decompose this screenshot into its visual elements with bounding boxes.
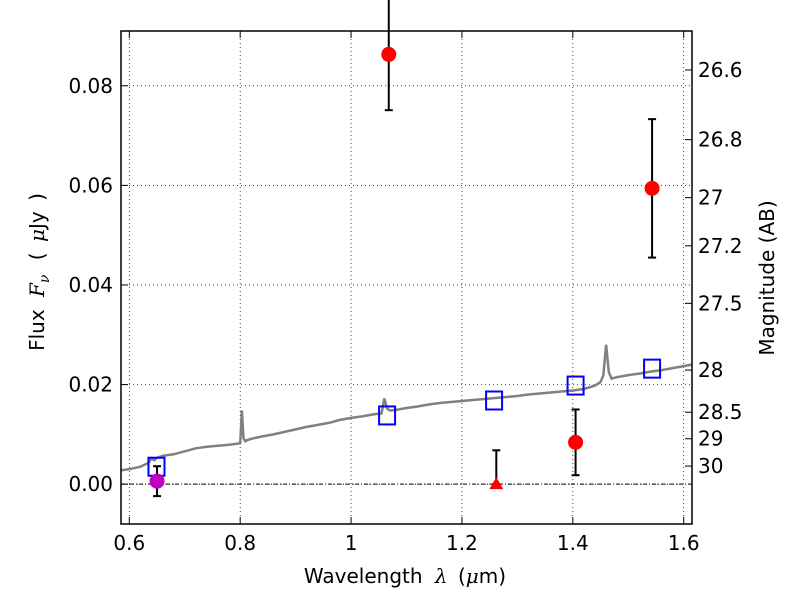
model-point-square: [643, 358, 662, 379]
x-tick-label: 0.8: [224, 531, 256, 555]
y2-tick-label: 26.8: [698, 128, 743, 152]
y-axis-label: Flux Fν ( μJy ): [25, 193, 54, 351]
y2-tick-label: 30: [698, 454, 723, 478]
x-tick-label: 1: [345, 531, 358, 555]
data-marks: [147, 0, 662, 498]
model-spectrum-line: [120, 344, 693, 472]
x-tick-label: 0.6: [113, 531, 145, 555]
y2-axis-label: Magnitude (AB): [755, 200, 779, 355]
observed-point: [381, 46, 397, 62]
grid: [121, 31, 692, 524]
y2-tick-label: 28.5: [698, 400, 743, 424]
y-tick-label: 0.02: [68, 373, 113, 397]
y2-tick-label: 26.6: [698, 58, 743, 82]
observed-point: [568, 434, 584, 450]
x-axis-label: Wavelength λ (μm): [304, 564, 506, 588]
y2-tick-label: 27.2: [698, 234, 743, 258]
model-point-square: [566, 375, 585, 396]
magenta-point: [149, 473, 165, 489]
model-point-square: [485, 390, 504, 411]
y-tick-label: 0.06: [68, 173, 113, 197]
x-tick-label: 1.4: [557, 531, 589, 555]
plot-frame: [120, 30, 693, 525]
y-tick-label: 0.04: [68, 273, 113, 297]
y2-tick-label: 27: [698, 186, 723, 210]
x-tick-label: 1.6: [668, 531, 700, 555]
upper-limit-triangle: [489, 477, 504, 490]
observed-point: [644, 180, 660, 196]
y2-tick-label: 29: [698, 427, 723, 451]
y-tick-label: 0.08: [68, 74, 113, 98]
x-tick-label: 1.2: [446, 531, 478, 555]
y2-tick-label: 28: [698, 358, 723, 382]
y2-tick-label: 27.5: [698, 291, 743, 315]
model-point-square: [378, 405, 397, 426]
axis-ticks: 0.6 0.8 1 1.2 1.4 1.6 0.00 0.02 0.04 0.06 0.08 26.6…: [68, 31, 743, 555]
y-tick-label: 0.00: [68, 472, 113, 496]
